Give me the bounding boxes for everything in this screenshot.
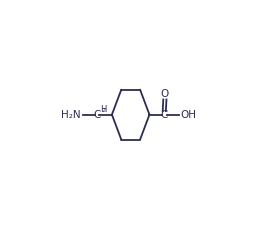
Text: C: C — [160, 110, 167, 120]
Text: OH: OH — [180, 110, 196, 120]
Text: H₂N: H₂N — [61, 110, 81, 120]
Text: H: H — [99, 105, 106, 114]
Text: C: C — [93, 110, 100, 120]
Text: 2: 2 — [101, 108, 105, 113]
Text: O: O — [160, 89, 168, 99]
